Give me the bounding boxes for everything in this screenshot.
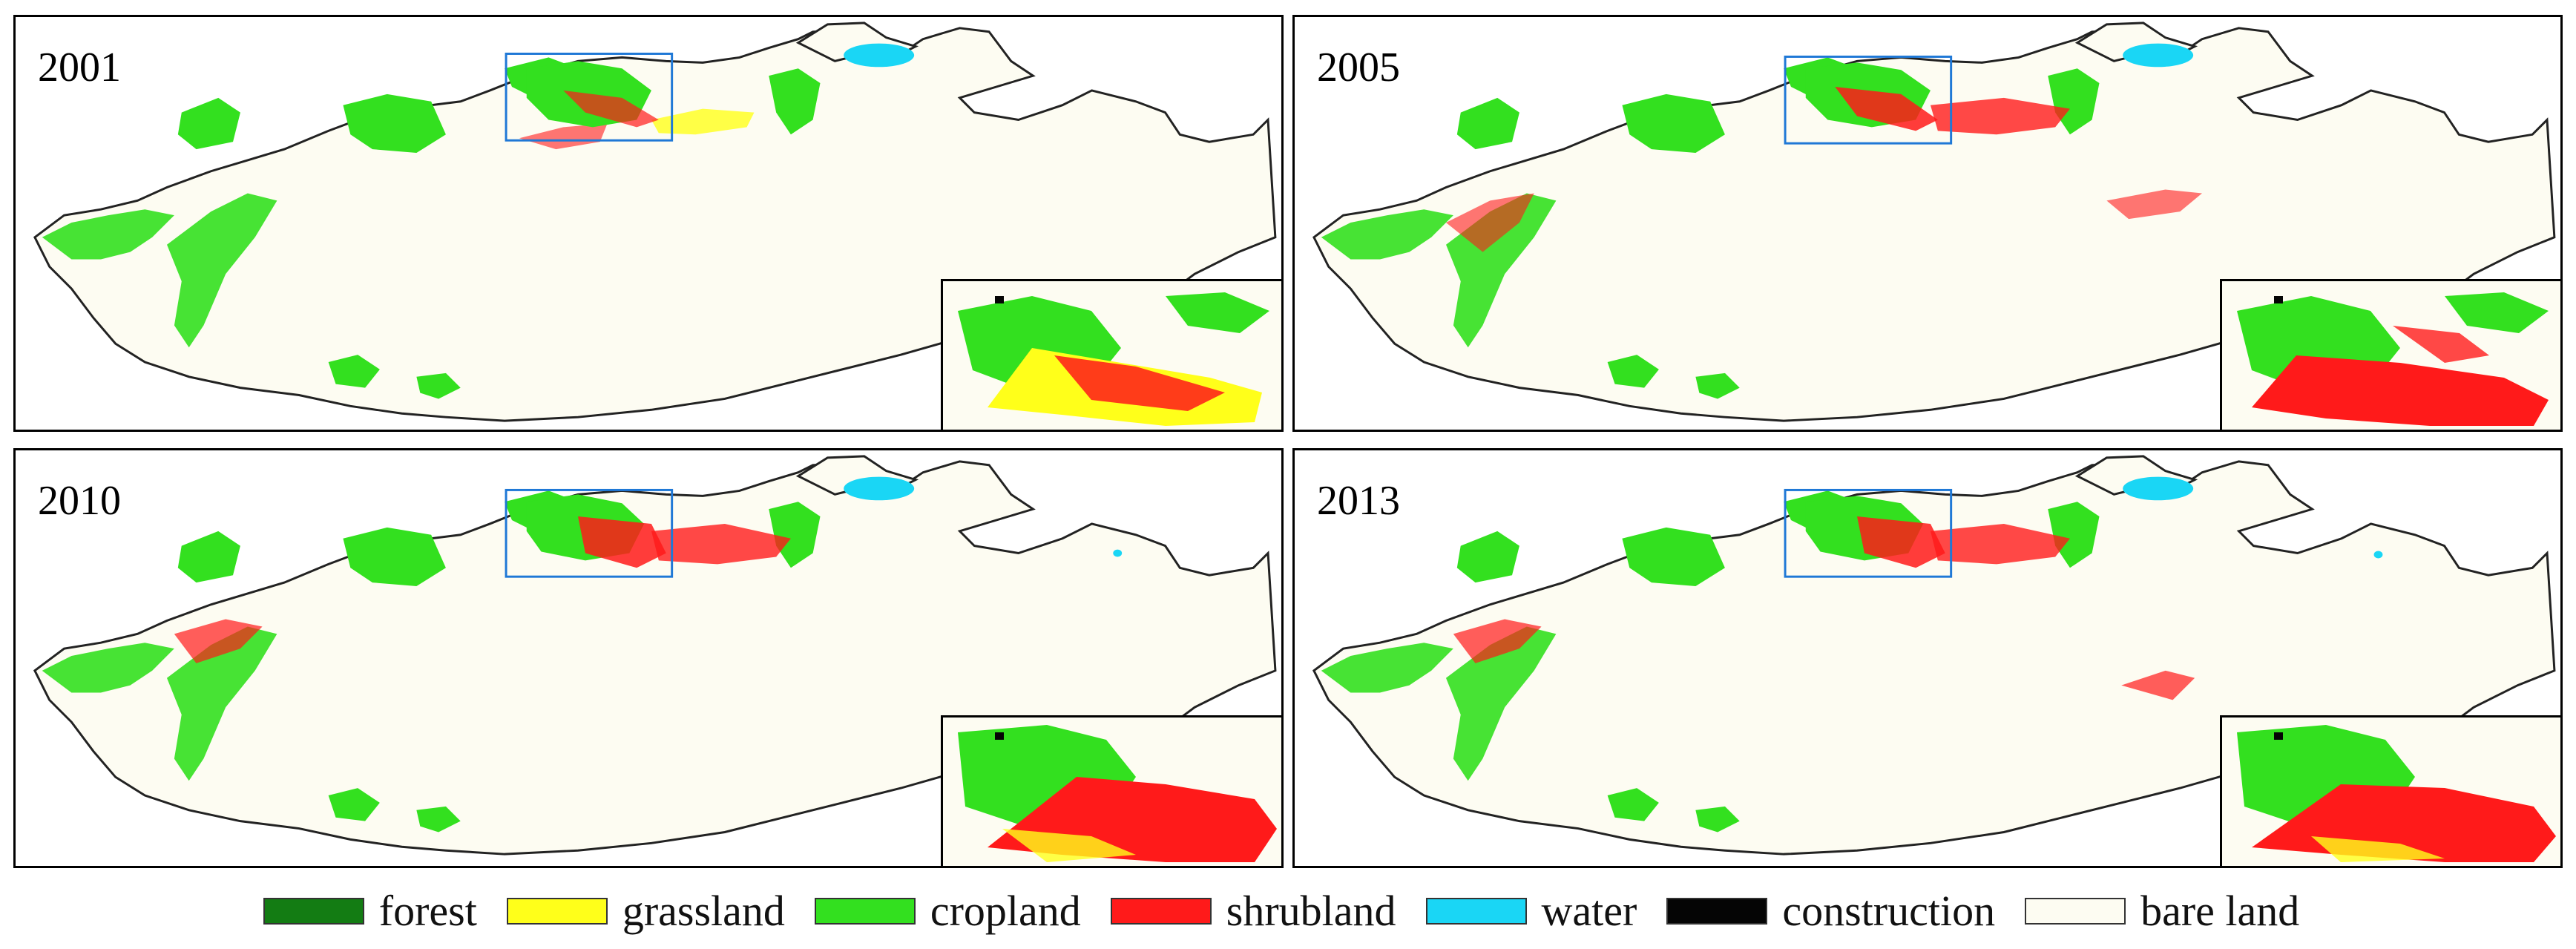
legend-label: construction xyxy=(1782,887,1996,935)
highlight-box xyxy=(1784,488,1953,578)
basin-map xyxy=(1312,455,2556,856)
legend-swatch xyxy=(1110,898,1212,925)
legend-label: bare land xyxy=(2140,887,2300,935)
zoom-inset xyxy=(941,715,1281,866)
year-label: 2010 xyxy=(38,478,121,524)
legend-swatch xyxy=(506,898,608,925)
legend-swatch xyxy=(263,898,364,925)
legend-item-grassland: grassland xyxy=(506,887,785,935)
year-label: 2013 xyxy=(1317,478,1400,524)
legend-item-cropland: cropland xyxy=(814,887,1081,935)
highlight-box xyxy=(505,52,674,142)
map-panel-2001: 2001 xyxy=(13,15,1284,432)
legend-item-forest: forest xyxy=(263,890,477,933)
legend-swatch xyxy=(814,898,916,925)
legend-item-shrubland: shrubland xyxy=(1110,887,1396,935)
highlight-box xyxy=(1784,55,1953,145)
legend-swatch xyxy=(2025,898,2126,925)
zoom-inset xyxy=(941,279,1281,430)
year-label: 2005 xyxy=(1317,45,1400,91)
legend-item-water: water xyxy=(1425,887,1637,935)
legend-swatch xyxy=(1425,898,1527,925)
zoom-inset xyxy=(2220,279,2560,430)
year-label: 2001 xyxy=(38,45,121,91)
highlight-box xyxy=(505,488,674,578)
map-panel-2005: 2005 xyxy=(1292,15,2563,432)
legend-label: water xyxy=(1541,887,1637,935)
legend-label: forest xyxy=(378,887,477,935)
legend-swatch xyxy=(1666,898,1768,925)
zoom-inset xyxy=(2220,715,2560,866)
map-panel-2010: 2010 xyxy=(13,448,1284,868)
legend-label: cropland xyxy=(930,887,1081,935)
basin-map xyxy=(1312,22,2556,422)
legend-label: shrubland xyxy=(1226,887,1396,935)
basin-map xyxy=(33,455,1277,856)
legend-item-construction: construction xyxy=(1666,890,1995,933)
legend: forest grassland cropland shrubland wate… xyxy=(0,881,2576,941)
legend-item-bare-land: bare land xyxy=(2025,890,2299,933)
legend-label: grassland xyxy=(622,887,785,935)
basin-map xyxy=(33,22,1277,422)
map-panel-2013: 2013 xyxy=(1292,448,2563,868)
